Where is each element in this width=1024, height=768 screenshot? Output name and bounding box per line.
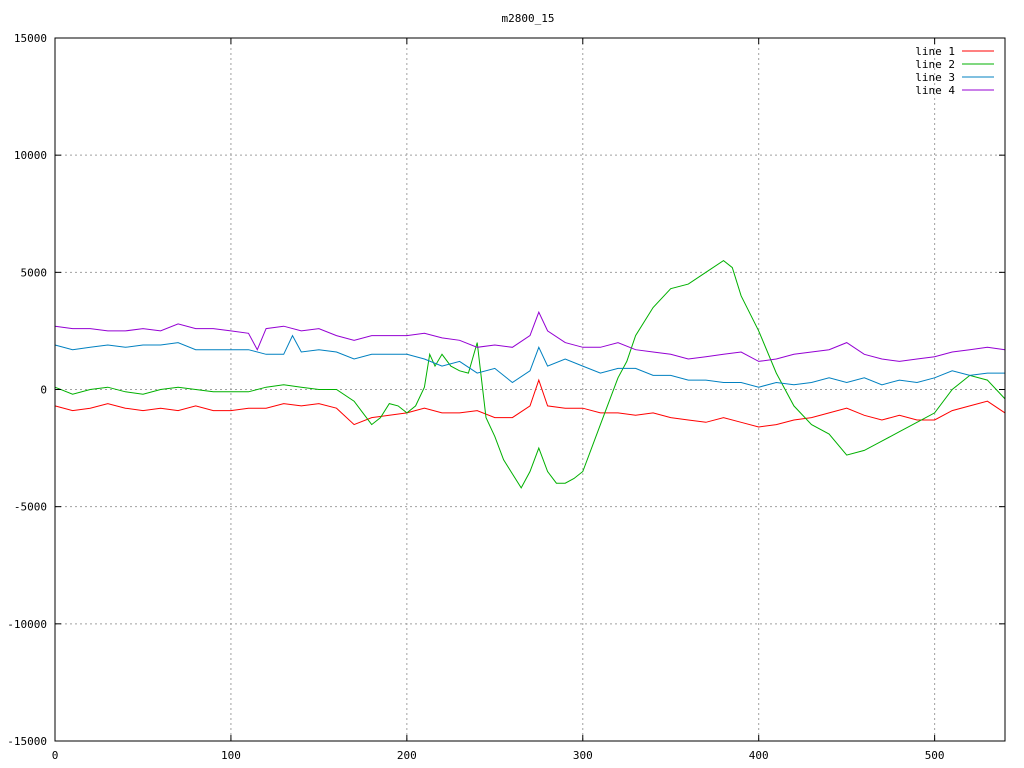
series-line-2 — [54, 259, 1006, 489]
x-tick-label: 200 — [397, 749, 417, 762]
legend-label-4: line 4 — [915, 84, 955, 97]
y-tick-label: -5000 — [14, 501, 47, 514]
legend-label-1: line 1 — [915, 45, 955, 58]
x-tick-label: 400 — [749, 749, 769, 762]
x-tick-label: 500 — [925, 749, 945, 762]
y-tick-label: -10000 — [7, 618, 47, 631]
series-line-1 — [54, 378, 1006, 428]
x-tick-label: 0 — [52, 749, 59, 762]
y-tick-label: 5000 — [21, 266, 48, 279]
series-line-3 — [54, 334, 1005, 388]
chart-title: m2800_15 — [502, 12, 555, 25]
y-tick-label: -15000 — [7, 735, 47, 748]
axis-ticks: 0 100 200 300 400 500 -15000 -10000 -5000 0 5000 10… — [7, 32, 1005, 762]
x-tick-label: 100 — [221, 749, 241, 762]
y-tick-label: 10000 — [14, 149, 47, 162]
y-tick-label: 15000 — [14, 32, 47, 45]
grid-lines — [55, 38, 1005, 741]
series-line-4 — [54, 310, 1006, 362]
x-tick-label: 300 — [573, 749, 593, 762]
y-tick-label: 0 — [40, 384, 47, 397]
series-lines — [54, 259, 1006, 489]
legend-label-2: line 2 — [915, 58, 955, 71]
legend-label-3: line 3 — [915, 71, 955, 84]
